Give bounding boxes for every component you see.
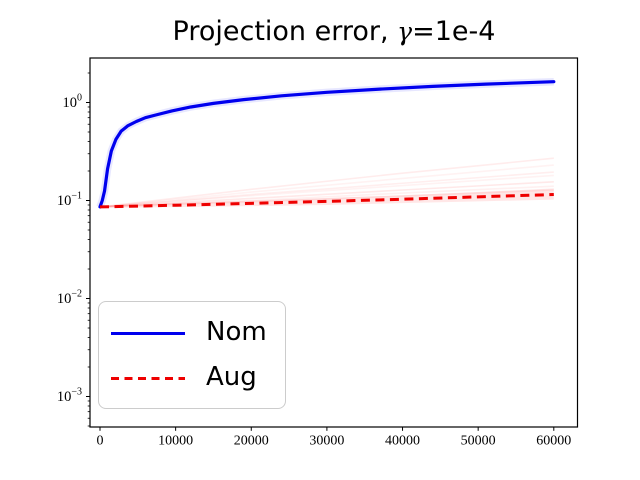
background-run-1 <box>99 157 554 208</box>
aug-line <box>99 193 554 209</box>
legend-item-nom: Nom <box>111 311 285 356</box>
legend-label-nom: Nom <box>206 316 267 347</box>
aug-line-sample <box>111 377 185 380</box>
x-tick-label: 30000 <box>309 434 344 449</box>
background-run-2 <box>99 164 554 208</box>
legend-label-aug: Aug <box>206 361 257 392</box>
background-run-4 <box>99 174 554 208</box>
chart-title: Projection error, γ=1e-4 <box>90 16 578 47</box>
legend-item-aug: Aug <box>111 356 285 401</box>
x-tick-label: 20000 <box>234 434 269 449</box>
axes-spines <box>89 57 579 428</box>
background-run-5 <box>99 181 554 208</box>
aug-confidence-band <box>100 188 554 208</box>
chart-title-text: Projection error, <box>172 16 398 47</box>
y-tick-label: 100 <box>63 93 83 112</box>
y-tick-label: 10−1 <box>57 191 82 210</box>
x-tick-label: 40000 <box>385 434 420 449</box>
legend: Nom Aug <box>98 301 286 409</box>
y-tick-label: 10−2 <box>57 289 82 308</box>
y-tick-label: 10−3 <box>57 387 82 406</box>
chart-title-suffix: =1e-4 <box>412 16 496 47</box>
nom-line-sample <box>111 332 185 335</box>
background-run-3 <box>99 171 554 208</box>
x-tick-label: 50000 <box>461 434 496 449</box>
x-tick-label: 60000 <box>536 434 571 449</box>
background-run-6 <box>99 185 554 208</box>
x-tick-label: 0 <box>97 434 104 449</box>
nom-line <box>98 80 556 209</box>
x-tick-label: 10000 <box>158 434 193 449</box>
gamma-symbol: γ <box>397 17 413 46</box>
